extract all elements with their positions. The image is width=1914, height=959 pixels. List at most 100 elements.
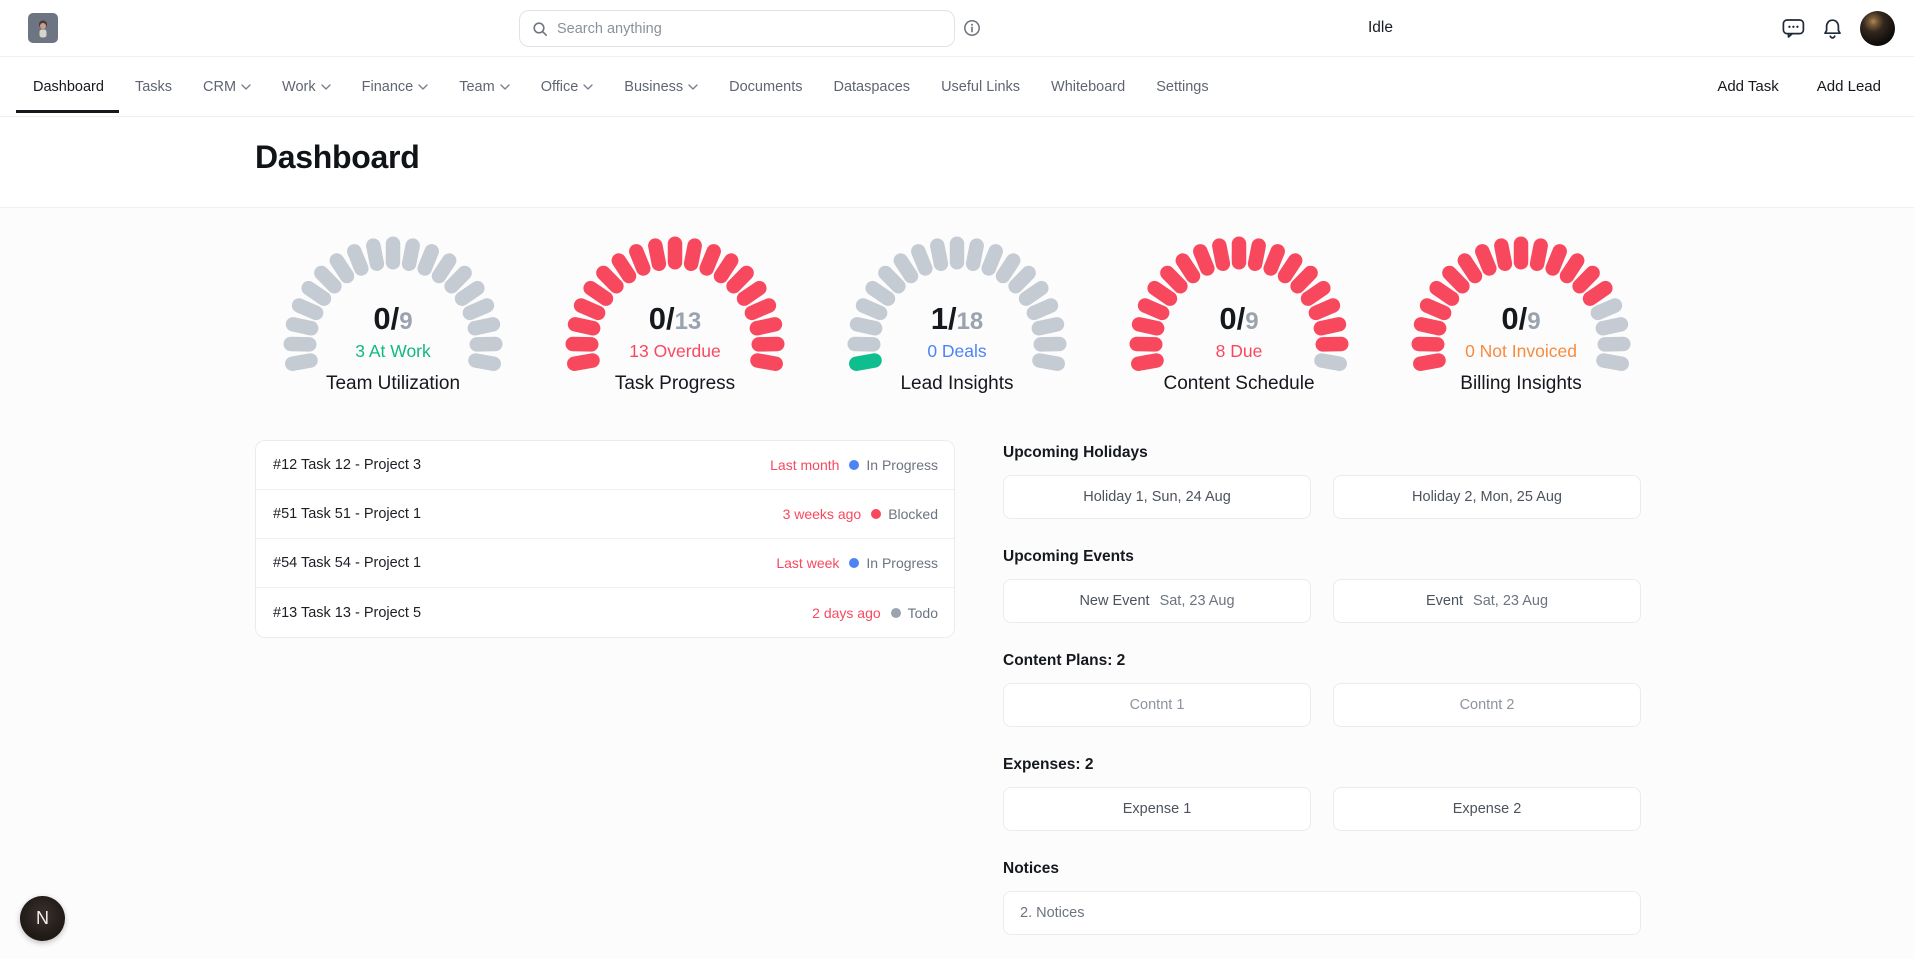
- info-icon[interactable]: [963, 19, 981, 37]
- task-time: 3 weeks ago: [782, 506, 862, 522]
- event-card[interactable]: Event Sat, 23 Aug: [1333, 579, 1641, 623]
- gauge-billing-insights: 0/9 0 Not Invoiced Billing Insights: [1380, 228, 1662, 408]
- content-plan-card[interactable]: Contnt 2: [1333, 683, 1641, 727]
- gauge-subtitle: 8 Due: [1215, 341, 1263, 361]
- event-date: Sat, 23 Aug: [1473, 593, 1549, 609]
- gauge-arc: [565, 236, 785, 371]
- content-plan-card[interactable]: Contnt 1: [1003, 683, 1311, 727]
- nav-item-settings[interactable]: Settings: [1156, 57, 1208, 117]
- task-time: 2 days ago: [812, 604, 881, 621]
- task-status: In Progress: [866, 555, 938, 571]
- event-date: Sat, 23 Aug: [1159, 593, 1235, 609]
- nav-item-whiteboard[interactable]: Whiteboard: [1051, 57, 1125, 117]
- gauge-subtitle: 13 Overdue: [629, 341, 721, 361]
- nav-item-label: Documents: [729, 78, 803, 95]
- page-title: Dashboard: [255, 139, 420, 175]
- nav-item-tasks[interactable]: Tasks: [135, 57, 172, 117]
- topbar-icons: [1782, 0, 1895, 57]
- event-card[interactable]: New Event Sat, 23 Aug: [1003, 579, 1311, 623]
- task-row[interactable]: #12 Task 12 - Project 3 Last month In Prog…: [256, 441, 954, 490]
- gauge-subtitle: 0 Not Invoiced: [1465, 341, 1577, 361]
- task-title: #12 Task 12 - Project 3: [273, 457, 422, 473]
- nav-item-business[interactable]: Business: [624, 57, 698, 117]
- nav-item-dataspaces[interactable]: Dataspaces: [833, 57, 910, 117]
- gauge-arc: [1411, 236, 1631, 371]
- task-row[interactable]: #51 Task 51 - Project 1 3 weeks ago Blocke…: [256, 490, 954, 539]
- nav-item-label: Office: [540, 78, 579, 95]
- gauge-value: 0/13: [648, 301, 702, 336]
- nav-item-dashboard[interactable]: Dashboard: [16, 57, 119, 117]
- task-meta: Last month In Progress: [770, 457, 938, 473]
- nav-item-label: Settings: [1156, 78, 1209, 95]
- chevron-down-icon: [499, 83, 510, 90]
- status-dot-icon: [890, 607, 901, 618]
- chevron-down-icon: [241, 83, 251, 90]
- gauge-title: Content Schedule: [1163, 373, 1315, 394]
- gauge-title: Lead Insights: [900, 373, 1014, 394]
- nav-item-label: Business: [624, 78, 684, 95]
- side-column: Upcoming Holidays Holiday 1, Sun, 24 Aug H…: [1003, 444, 1641, 935]
- nav-item-office[interactable]: Office: [541, 57, 594, 117]
- avatar[interactable]: [1860, 11, 1895, 46]
- nav-item-label: Whiteboard: [1051, 78, 1126, 95]
- task-title: #13 Task 13 - Project 5: [273, 604, 422, 621]
- task-time: Last week: [776, 555, 840, 571]
- task-list: #12 Task 12 - Project 3 Last month In Prog…: [255, 440, 955, 638]
- search-box: [519, 10, 955, 47]
- gauge-arc: [847, 236, 1067, 371]
- task-title: #51 Task 51 - Project 1: [273, 506, 422, 522]
- nav-item-useful-links[interactable]: Useful Links: [941, 57, 1020, 117]
- upcoming-holidays-heading: Upcoming Holidays: [1003, 444, 1148, 461]
- nav-item-label: Tasks: [134, 78, 173, 95]
- notice-card[interactable]: 2. Notices: [1003, 891, 1641, 935]
- nav-item-team[interactable]: Team: [459, 57, 510, 117]
- nav-item-crm[interactable]: CRM: [203, 57, 251, 117]
- add-task-button[interactable]: Add Task: [1717, 78, 1779, 95]
- status-dot-icon: [849, 558, 860, 568]
- nav-item-finance[interactable]: Finance: [362, 57, 429, 117]
- nav-actions: Add Task Add Lead: [1717, 78, 1881, 95]
- chat-icon[interactable]: [1782, 18, 1805, 39]
- nav-item-label: Team: [459, 78, 495, 95]
- task-row[interactable]: #13 Task 13 - Project 5 2 days ago Todo: [256, 588, 954, 637]
- nav-item-label: Work: [282, 78, 316, 95]
- expenses-heading: Expenses: 2: [1003, 756, 1094, 773]
- gauge-title: Team Utilization: [325, 373, 461, 394]
- search-input[interactable]: [557, 20, 942, 37]
- bell-icon[interactable]: [1822, 18, 1843, 40]
- task-status: Todo: [907, 604, 938, 621]
- nav-item-work[interactable]: Work: [282, 57, 331, 117]
- content-plans-heading: Content Plans: 2: [1003, 652, 1126, 669]
- gauge-value: 0/9: [1501, 301, 1541, 336]
- add-lead-button[interactable]: Add Lead: [1816, 78, 1881, 95]
- holiday-card[interactable]: Holiday 1, Sun, 24 Aug: [1003, 475, 1311, 519]
- main-nav: Dashboard Tasks CRM Work Finance Team Office Bu…: [0, 57, 1914, 117]
- status-dot-icon: [849, 460, 860, 470]
- gauge-content-schedule: 0/9 8 Due Content Schedule: [1098, 228, 1380, 408]
- task-meta: 3 weeks ago Blocked: [783, 506, 938, 522]
- title-bar: Dashboard: [0, 117, 1914, 208]
- nav-item-documents[interactable]: Documents: [729, 57, 802, 117]
- search-icon: [533, 21, 547, 36]
- task-meta: 2 days ago Todo: [812, 605, 938, 621]
- event-name: New Event: [1079, 593, 1150, 609]
- floating-n-button[interactable]: N: [20, 896, 65, 941]
- gauge-value: 1/18: [930, 301, 984, 336]
- gauge-arc: [1129, 236, 1349, 371]
- gauge-arc: [283, 236, 503, 371]
- expense-card[interactable]: Expense 1: [1003, 787, 1311, 831]
- nav-item-label: CRM: [203, 78, 237, 95]
- event-name: Event: [1425, 593, 1464, 609]
- app-logo[interactable]: [28, 13, 58, 43]
- task-row[interactable]: #54 Task 54 - Project 1 Last week In Progr…: [256, 539, 954, 588]
- gauge-lead-insights: 1/18 0 Deals Lead Insights: [816, 228, 1098, 408]
- expense-card[interactable]: Expense 2: [1333, 787, 1641, 831]
- gauge-value: 0/9: [1219, 301, 1259, 336]
- upcoming-events-heading: Upcoming Events: [1003, 548, 1134, 565]
- dashboard-content: 0/9 3 At Work Team Utilization 0/13 13 Overd…: [0, 208, 1914, 959]
- chevron-down-icon: [583, 83, 593, 90]
- nav-item-label: Dataspaces: [833, 78, 911, 95]
- holiday-card[interactable]: Holiday 2, Mon, 25 Aug: [1333, 475, 1641, 519]
- task-time: Last month: [770, 457, 840, 473]
- gauge-title: Task Progress: [614, 373, 736, 394]
